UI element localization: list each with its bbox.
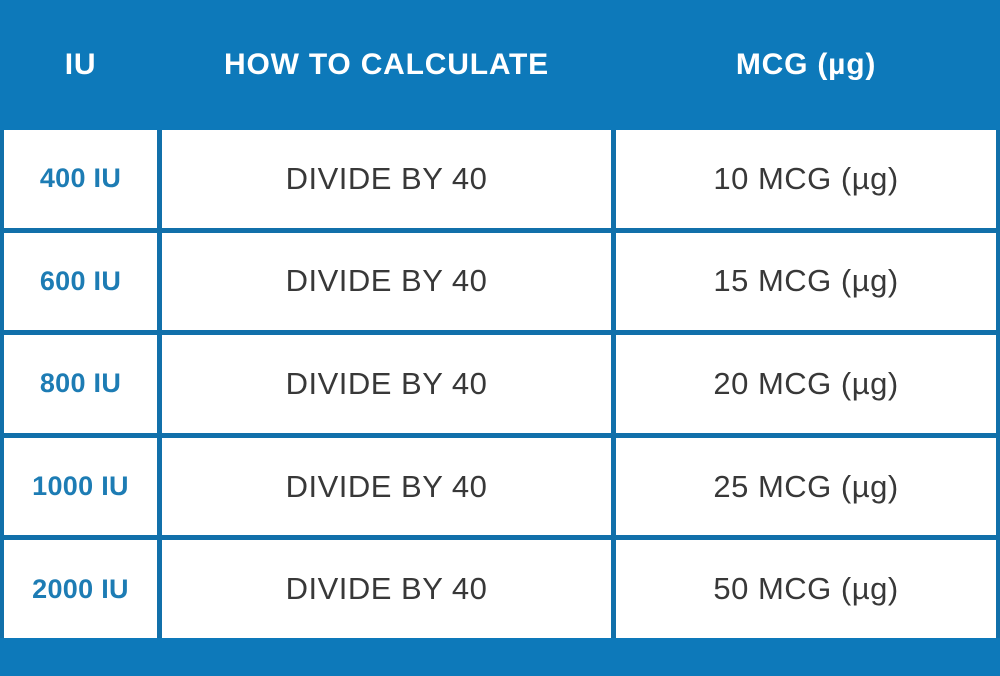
table-row: 600 IU DIVIDE BY 40 15 MCG (µg)	[4, 232, 996, 331]
table-cell-calc: DIVIDE BY 40	[162, 130, 611, 228]
column-header-iu: IU	[64, 48, 97, 81]
column-header-how-to-calculate: HOW TO CALCULATE	[224, 48, 549, 81]
table-cell-iu: 2000 IU	[4, 540, 157, 638]
table-row: 2000 IU DIVIDE BY 40 50 MCG (µg)	[4, 540, 996, 638]
table-cell-mcg: 50 MCG (µg)	[616, 540, 996, 638]
conversion-table: 400 IU DIVIDE BY 40 10 MCG (µg) 600 IU D…	[0, 130, 1000, 638]
table-header: IU HOW TO CALCULATE MCG (µg)	[0, 0, 1000, 130]
table-cell-mcg: 20 MCG (µg)	[616, 335, 996, 433]
column-header-mcg: MCG (µg)	[735, 48, 877, 81]
table-cell-calc: DIVIDE BY 40	[162, 335, 611, 433]
table-cell-iu: 1000 IU	[4, 437, 157, 536]
table-cell-mcg: 15 MCG (µg)	[616, 232, 996, 331]
table-cell-calc: DIVIDE BY 40	[162, 232, 611, 331]
table-cell-mcg: 25 MCG (µg)	[616, 437, 996, 536]
table-cell-calc: DIVIDE BY 40	[162, 437, 611, 536]
table-cell-mcg: 10 MCG (µg)	[616, 130, 996, 228]
table-row: 800 IU DIVIDE BY 40 20 MCG (µg)	[4, 335, 996, 433]
table-row: 1000 IU DIVIDE BY 40 25 MCG (µg)	[4, 437, 996, 536]
table-row: 400 IU DIVIDE BY 40 10 MCG (µg)	[4, 130, 996, 228]
table-cell-calc: DIVIDE BY 40	[162, 540, 611, 638]
table-cell-iu: 400 IU	[4, 130, 157, 228]
table-cell-iu: 600 IU	[4, 232, 157, 331]
table-cell-iu: 800 IU	[4, 335, 157, 433]
